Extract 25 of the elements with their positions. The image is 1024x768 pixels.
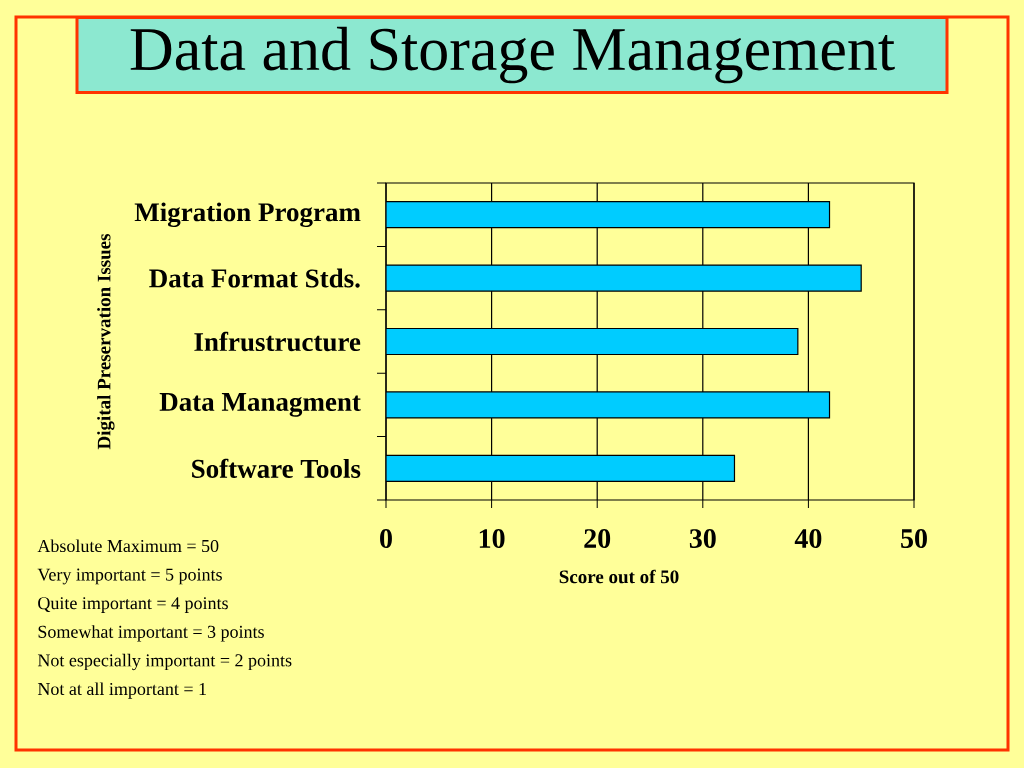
x-tick-label: 10	[479, 529, 505, 548]
x-axis-title: Score out of 50	[559, 569, 679, 584]
x-tick-label: 20	[584, 529, 611, 548]
y-tick-label: Migration Program	[134, 202, 361, 228]
y-axis-title: Digital Preservation Issues	[97, 233, 115, 450]
y-tick-label: Data Managment	[159, 393, 361, 417]
x-tick-label: 0	[380, 529, 392, 548]
text: Absolute Maximum = 50	[37, 539, 219, 553]
bar	[386, 201, 831, 229]
text: Somewhat important = 3 points	[38, 625, 264, 642]
chart-title: Data and Storage Management	[130, 26, 895, 84]
text: Not especially important = 2 points	[37, 653, 292, 671]
y-tick-label: Software Tools	[192, 458, 361, 478]
text: Quite important = 4 points	[38, 597, 228, 613]
x-tick-label: 50	[901, 529, 927, 548]
text: Very important = 5 points	[37, 568, 222, 585]
text: Not at all important = 1	[37, 682, 206, 699]
bar	[386, 264, 862, 292]
y-tick-label: Infrustructure	[194, 331, 361, 352]
x-tick-label: 40	[794, 529, 822, 548]
bar	[386, 391, 831, 419]
bar	[386, 454, 736, 482]
bar	[386, 327, 799, 356]
y-tick-label: Data Format Stds.	[149, 268, 360, 288]
x-tick-label: 30	[689, 529, 716, 548]
